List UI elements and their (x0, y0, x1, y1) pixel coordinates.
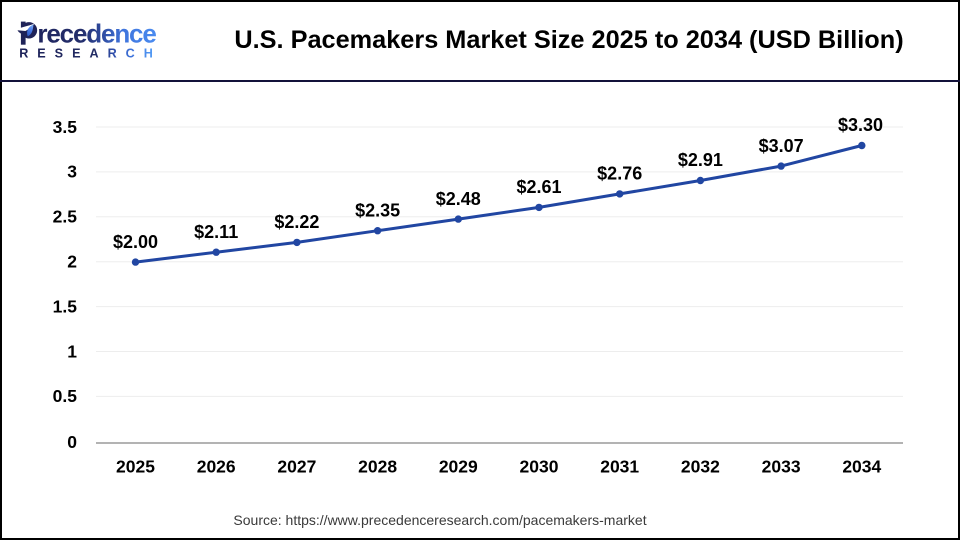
svg-text:2025: 2025 (116, 457, 155, 477)
svg-text:2026: 2026 (197, 457, 236, 477)
svg-text:2033: 2033 (762, 457, 801, 477)
svg-text:2: 2 (67, 252, 77, 272)
svg-text:RESEARCH: RESEARCH (19, 47, 162, 61)
svg-text:$2.48: $2.48 (436, 189, 481, 209)
svg-text:$2.22: $2.22 (274, 212, 319, 232)
svg-text:$2.91: $2.91 (678, 150, 723, 170)
svg-text:$2.00: $2.00 (113, 232, 158, 252)
svg-text:2027: 2027 (277, 457, 316, 477)
svg-text:2034: 2034 (842, 457, 881, 477)
svg-text:recedence: recedence (37, 19, 156, 49)
svg-text:$2.76: $2.76 (597, 164, 642, 184)
svg-text:$2.35: $2.35 (355, 200, 400, 220)
svg-text:3: 3 (67, 162, 77, 182)
svg-text:0.5: 0.5 (53, 386, 78, 406)
svg-text:2032: 2032 (681, 457, 720, 477)
svg-text:2031: 2031 (600, 457, 639, 477)
svg-text:0: 0 (67, 432, 77, 452)
svg-text:$2.11: $2.11 (194, 222, 238, 242)
svg-text:$2.61: $2.61 (516, 177, 561, 197)
svg-text:$3.07: $3.07 (759, 136, 804, 156)
svg-text:2029: 2029 (439, 457, 478, 477)
svg-text:2028: 2028 (358, 457, 397, 477)
svg-text:1: 1 (67, 341, 77, 361)
svg-text:2030: 2030 (520, 457, 559, 477)
svg-text:2.5: 2.5 (53, 207, 78, 227)
svg-text:1.5: 1.5 (53, 296, 78, 316)
svg-text:$3.30: $3.30 (838, 115, 883, 135)
svg-text:3.5: 3.5 (53, 117, 78, 137)
